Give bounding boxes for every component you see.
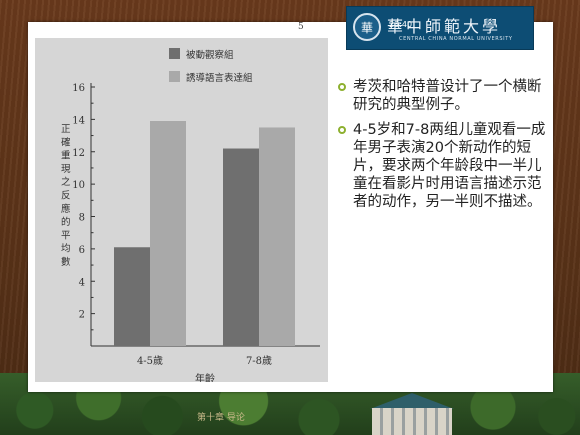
building-roof: [370, 393, 454, 409]
building-wall: [372, 408, 452, 435]
bar: [223, 148, 259, 346]
logo-title: 華中師範大學: [387, 17, 502, 36]
legend-swatch: [169, 48, 180, 59]
bullet-circle-icon: [338, 83, 346, 91]
page-number: 5: [298, 22, 304, 32]
footer-text: 第十章 导论: [197, 413, 245, 423]
y-tick-label: 8: [79, 213, 85, 224]
y-tick-label: 16: [72, 83, 85, 94]
bullet-circle-icon: [338, 126, 346, 134]
bullet-text: 考茨和哈特普设计了一个横断研究的典型例子。: [353, 79, 542, 113]
legend-swatch: [169, 71, 180, 82]
bullet-item: 考茨和哈特普设计了一个横断研究的典型例子。: [338, 78, 546, 114]
x-axis-label: 年齡: [195, 372, 215, 382]
slide-panel: 5 2 4 6 8 10 12 14 16 4-5歲 7-8歲年齡 正確重現之反應的平均數 被動觀察組…: [28, 22, 553, 392]
y-tick-label: 10: [72, 180, 85, 191]
legend-label: 被動觀察組: [186, 49, 234, 61]
campus-building-image: [362, 393, 462, 435]
y-tick-label: 4: [79, 277, 85, 288]
legend-label: 誘導語言表達組: [186, 72, 253, 84]
x-tick-label: 7-8歲: [246, 354, 272, 367]
y-tick-label: 14: [72, 115, 85, 126]
y-tick-label: 12: [72, 148, 85, 159]
university-logo: 華 華中師範大學 CENTRAL CHINA NORMAL UNIVERSITY: [346, 6, 534, 50]
y-axis-label: 正確重現之反應的平均數: [61, 124, 71, 268]
university-emblem-icon: 華: [353, 13, 381, 41]
clock-time: 23:40: [389, 20, 413, 29]
bar: [114, 247, 150, 346]
bullet-list: 考茨和哈特普设计了一个横断研究的典型例子。 4-5岁和7-8两组儿童观看一成年男…: [338, 78, 546, 218]
y-tick-label: 2: [79, 310, 85, 321]
logo-subtitle: CENTRAL CHINA NORMAL UNIVERSITY: [399, 36, 513, 42]
x-tick-label: 4-5歲: [137, 354, 163, 367]
bullet-item: 4-5岁和7-8两组儿童观看一成年男子表演20个新动作的短片，要求两个年龄段中一…: [338, 121, 546, 211]
y-tick-label: 6: [79, 245, 85, 256]
bar: [150, 120, 186, 347]
bar: [259, 127, 295, 346]
scanned-chart-figure: 2 4 6 8 10 12 14 16 4-5歲 7-8歲年齡 正確重現之反應的平均數 被動觀察組誘導…: [35, 38, 328, 382]
bullet-text: 4-5岁和7-8两组儿童观看一成年男子表演20个新动作的短片，要求两个年龄段中一…: [353, 122, 546, 210]
